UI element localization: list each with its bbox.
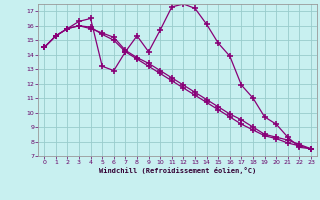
X-axis label: Windchill (Refroidissement éolien,°C): Windchill (Refroidissement éolien,°C) [99,167,256,174]
